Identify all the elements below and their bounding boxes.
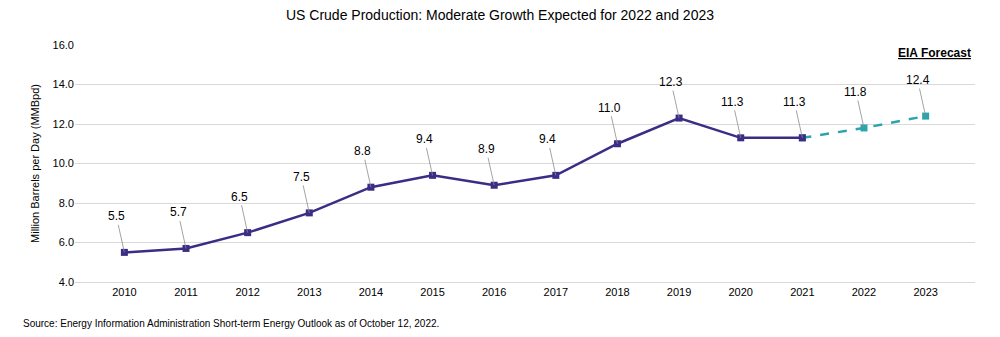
svg-text:2021: 2021: [790, 286, 814, 298]
svg-text:2019: 2019: [667, 286, 691, 298]
svg-text:8.9: 8.9: [478, 142, 495, 156]
svg-text:2017: 2017: [544, 286, 568, 298]
svg-text:US Crude Production: Moderate: US Crude Production: Moderate Growth Exp…: [286, 7, 714, 23]
svg-text:12.0: 12.0: [53, 118, 74, 130]
svg-text:2018: 2018: [605, 286, 629, 298]
svg-text:Source: Energy Information Adm: Source: Energy Information Administratio…: [23, 318, 439, 329]
svg-text:8.8: 8.8: [354, 144, 371, 158]
svg-text:2011: 2011: [174, 286, 198, 298]
svg-text:16.0: 16.0: [53, 39, 74, 51]
svg-text:10.0: 10.0: [53, 157, 74, 169]
svg-text:2010: 2010: [112, 286, 136, 298]
svg-text:5.7: 5.7: [170, 205, 187, 219]
svg-text:2013: 2013: [297, 286, 321, 298]
svg-text:2012: 2012: [235, 286, 259, 298]
svg-text:12.4: 12.4: [906, 73, 930, 87]
svg-text:EIA Forecast: EIA Forecast: [898, 46, 971, 60]
svg-text:6.5: 6.5: [231, 190, 248, 204]
svg-text:11.0: 11.0: [598, 101, 621, 115]
svg-text:2022: 2022: [852, 286, 876, 298]
svg-text:5.5: 5.5: [108, 209, 125, 223]
svg-text:14.0: 14.0: [53, 78, 74, 90]
svg-text:11.8: 11.8: [844, 85, 867, 99]
svg-text:7.5: 7.5: [293, 170, 310, 184]
svg-text:6.0: 6.0: [59, 236, 74, 248]
svg-text:4.0: 4.0: [59, 276, 74, 288]
svg-text:Million Barrels per Day (MMBpd: Million Barrels per Day (MMBpd): [29, 84, 41, 243]
svg-text:2023: 2023: [913, 286, 937, 298]
svg-text:2020: 2020: [728, 286, 752, 298]
svg-text:2015: 2015: [420, 286, 444, 298]
svg-text:2014: 2014: [359, 286, 383, 298]
svg-text:9.4: 9.4: [416, 132, 433, 146]
svg-text:2016: 2016: [482, 286, 506, 298]
svg-text:9.4: 9.4: [539, 132, 556, 146]
svg-text:11.3: 11.3: [721, 95, 744, 109]
svg-text:8.0: 8.0: [59, 197, 74, 209]
svg-text:12.3: 12.3: [659, 75, 683, 89]
svg-text:11.3: 11.3: [783, 95, 806, 109]
